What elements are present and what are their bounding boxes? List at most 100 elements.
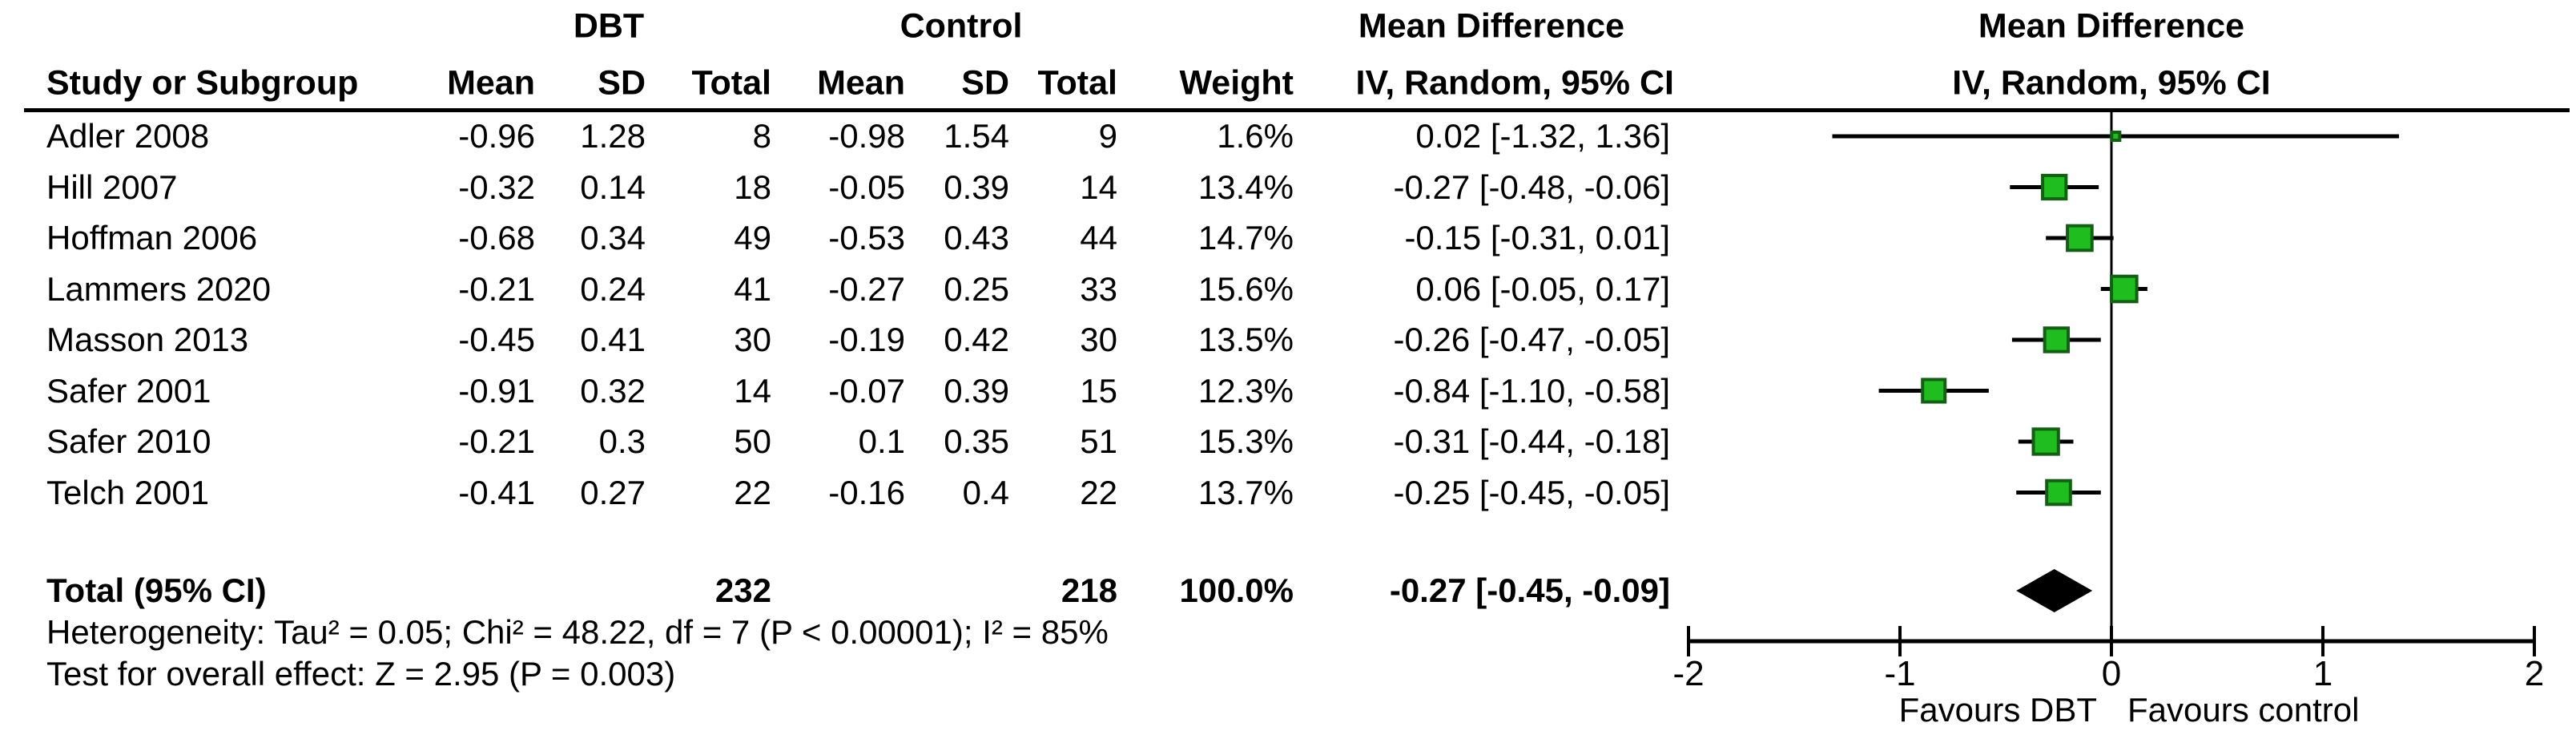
study-cell: -0.27 bbox=[828, 269, 905, 308]
heterogeneity-text: Heterogeneity: Tau² = 0.05; Chi² = 48.22… bbox=[46, 613, 1109, 651]
study-cell: 14 bbox=[734, 371, 771, 410]
header-divider bbox=[24, 108, 2570, 112]
column-header-model-ci: IV, Random, 95% CI bbox=[1355, 63, 1674, 103]
study-cell: -0.41 bbox=[458, 473, 535, 511]
favours-left-label: Favours DBT bbox=[1898, 691, 2097, 729]
study-cell: 14 bbox=[1080, 168, 1117, 206]
column-header-total-5: Total bbox=[1037, 63, 1117, 103]
study-cell: -0.21 bbox=[458, 422, 535, 460]
study-cell: 0.3 bbox=[598, 422, 646, 460]
study-cell: -0.19 bbox=[828, 321, 905, 358]
effect-square bbox=[2041, 173, 2068, 201]
study-cell: 0.39 bbox=[944, 371, 1009, 410]
study-cell: 44 bbox=[1080, 219, 1117, 256]
axis-tick-label: 2 bbox=[2524, 654, 2545, 693]
study-cell: 13.7% bbox=[1197, 473, 1294, 511]
study-cell: 0.42 bbox=[944, 321, 1009, 358]
group-header-control: Control bbox=[900, 6, 1023, 46]
study-cell: 49 bbox=[734, 219, 771, 256]
group-header-dbt: DBT bbox=[573, 6, 645, 46]
study-cell: 0.25 bbox=[944, 269, 1009, 308]
study-cell: 9 bbox=[1098, 117, 1117, 155]
column-header-mean-0: Mean bbox=[447, 63, 535, 103]
total-control-n: 218 bbox=[1061, 571, 1117, 609]
study-cell: 15 bbox=[1080, 371, 1117, 410]
study-name: Masson 2013 bbox=[46, 321, 249, 358]
study-name: Hill 2007 bbox=[46, 168, 178, 206]
effect-square bbox=[2043, 326, 2071, 353]
study-cell: -0.45 bbox=[458, 321, 535, 358]
overall-effect-text: Test for overall effect: Z = 2.95 (P = 0… bbox=[46, 655, 676, 692]
study-name: Lammers 2020 bbox=[46, 269, 272, 308]
study-cell: 51 bbox=[1080, 422, 1117, 460]
column-header-weight-6: Weight bbox=[1179, 63, 1294, 103]
study-cell: 1.28 bbox=[580, 117, 646, 155]
study-ci-text: -0.15 [-0.31, 0.01] bbox=[1404, 219, 1670, 256]
study-cell: -0.53 bbox=[828, 219, 905, 256]
total-diamond bbox=[2016, 569, 2093, 612]
study-ci-text: -0.84 [-1.10, -0.58] bbox=[1393, 371, 1670, 410]
study-name: Hoffman 2006 bbox=[46, 219, 258, 256]
column-header-sd-1: SD bbox=[598, 63, 646, 103]
axis-tick-label: -1 bbox=[1884, 654, 1916, 693]
study-cell: 1.6% bbox=[1217, 117, 1294, 155]
study-cell: 14.7% bbox=[1197, 219, 1294, 256]
study-name: Adler 2008 bbox=[46, 117, 210, 155]
effect-square bbox=[2031, 427, 2060, 456]
study-cell: -0.91 bbox=[458, 371, 535, 410]
plot-header-mean-difference: Mean Difference bbox=[1978, 6, 2245, 46]
study-cell: -0.05 bbox=[828, 168, 905, 206]
study-name: Safer 2010 bbox=[46, 422, 211, 460]
axis-tick-label: 0 bbox=[2101, 654, 2122, 693]
study-cell: 0.14 bbox=[580, 168, 646, 206]
column-header-mean-3: Mean bbox=[817, 63, 905, 103]
study-cell: 1.54 bbox=[944, 117, 1009, 155]
plot-header-model-ci: IV, Random, 95% CI bbox=[1952, 63, 2271, 103]
study-ci-text: -0.26 [-0.47, -0.05] bbox=[1393, 321, 1670, 358]
study-cell: 30 bbox=[734, 321, 771, 358]
study-cell: 8 bbox=[752, 117, 771, 155]
column-header-sd-4: SD bbox=[961, 63, 1009, 103]
study-cell: 0.41 bbox=[580, 321, 646, 358]
study-cell: 13.4% bbox=[1197, 168, 1294, 206]
column-header-study: Study or Subgroup bbox=[46, 63, 359, 103]
total-ci-text: -0.27 [-0.45, -0.09] bbox=[1389, 571, 1670, 609]
study-cell: 50 bbox=[734, 422, 771, 460]
study-cell: 15.3% bbox=[1197, 422, 1294, 460]
total-row-label: Total (95% CI) bbox=[46, 571, 267, 609]
study-cell: 0.39 bbox=[944, 168, 1009, 206]
study-cell: 0.34 bbox=[580, 219, 646, 256]
study-ci-text: -0.27 [-0.48, -0.06] bbox=[1393, 168, 1670, 206]
study-cell: -0.96 bbox=[458, 117, 535, 155]
study-ci-text: -0.25 [-0.45, -0.05] bbox=[1393, 473, 1670, 511]
study-cell: 41 bbox=[734, 269, 771, 308]
study-cell: -0.32 bbox=[458, 168, 535, 206]
study-cell: 0.1 bbox=[858, 422, 905, 460]
study-name: Safer 2001 bbox=[46, 371, 211, 410]
study-cell: 0.27 bbox=[580, 473, 646, 511]
study-cell: -0.07 bbox=[828, 371, 905, 410]
study-cell: 30 bbox=[1080, 321, 1117, 358]
study-name: Telch 2001 bbox=[46, 473, 210, 511]
study-cell: 22 bbox=[734, 473, 771, 511]
study-cell: 22 bbox=[1080, 473, 1117, 511]
column-header-total-2: Total bbox=[691, 63, 771, 103]
study-cell: -0.21 bbox=[458, 269, 535, 308]
study-cell: 15.6% bbox=[1197, 269, 1294, 308]
study-ci-text: 0.02 [-1.32, 1.36] bbox=[1415, 117, 1670, 155]
axis-tick-label: -2 bbox=[1672, 654, 1705, 693]
total-weight: 100.0% bbox=[1179, 571, 1294, 609]
study-cell: -0.16 bbox=[828, 473, 905, 511]
study-cell: 12.3% bbox=[1197, 371, 1294, 410]
total-dbt-n: 232 bbox=[714, 571, 771, 609]
study-cell: 0.35 bbox=[944, 422, 1009, 460]
effect-square bbox=[2110, 274, 2139, 304]
study-cell: 0.4 bbox=[962, 473, 1009, 511]
study-cell: -0.68 bbox=[458, 219, 535, 256]
study-cell: 0.24 bbox=[580, 269, 646, 308]
study-cell: -0.98 bbox=[828, 117, 905, 155]
study-cell: 18 bbox=[734, 168, 771, 206]
study-cell: 33 bbox=[1080, 269, 1117, 308]
